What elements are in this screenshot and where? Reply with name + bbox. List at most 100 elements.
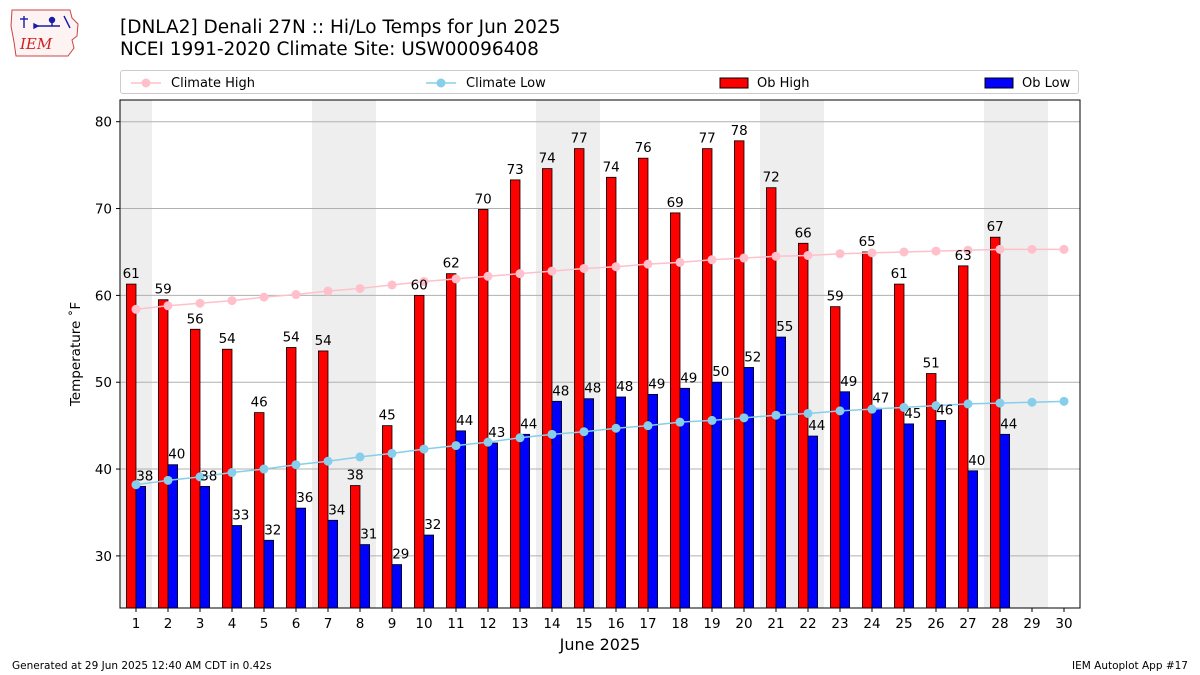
ob-low-bar xyxy=(423,534,435,609)
y-tick-label: 70 xyxy=(95,202,112,218)
ob-low-bar xyxy=(519,433,531,609)
climate-low-line xyxy=(135,400,1065,486)
climate-low-point xyxy=(483,437,493,447)
ob-high-label: 62 xyxy=(443,256,460,272)
climate-low-point xyxy=(995,398,1005,408)
ob-low-bar xyxy=(839,391,851,609)
x-tick-label: 18 xyxy=(671,616,688,632)
climate-high-point xyxy=(611,262,621,272)
climate-low-point xyxy=(707,415,717,425)
x-tick-label: 20 xyxy=(735,616,752,632)
climate-high-line xyxy=(135,248,1064,311)
ob-high-bar xyxy=(285,347,297,609)
climate-low-point xyxy=(835,406,845,416)
ob-high-label: 77 xyxy=(699,131,716,147)
ob-low-label: 44 xyxy=(456,413,473,429)
ob-high-label: 72 xyxy=(763,170,780,186)
x-tick-label: 4 xyxy=(228,616,237,632)
x-tick-label: 3 xyxy=(196,616,205,632)
ob-low-label: 49 xyxy=(680,370,697,386)
climate-low-point xyxy=(1027,397,1037,407)
plot-frame xyxy=(119,99,1081,609)
ob-high-label: 51 xyxy=(923,356,940,372)
ob-high-label: 61 xyxy=(123,266,140,282)
y-tick-label: 30 xyxy=(95,549,112,565)
ob-high-label: 61 xyxy=(891,266,908,282)
climate-low-point xyxy=(1059,396,1069,406)
ob-high-label: 38 xyxy=(347,468,364,484)
climate-high-point xyxy=(323,286,333,296)
climate-high-point xyxy=(803,250,813,260)
iem-logo: IEM xyxy=(8,6,82,60)
climate-low-point xyxy=(739,413,749,423)
climate-low-point xyxy=(163,475,173,485)
climate-high-point xyxy=(899,247,909,257)
climate-high-point xyxy=(547,266,557,276)
climate-low-point xyxy=(547,429,557,439)
x-tick-label: 21 xyxy=(767,616,784,632)
chart-title: [DNLA2] Denali 27N :: Hi/Lo Temps for Ju… xyxy=(120,17,561,38)
ob-high-bar xyxy=(189,328,201,609)
ob-low-label: 48 xyxy=(616,379,633,395)
ob-low-label: 45 xyxy=(904,406,921,422)
climate-high-point xyxy=(995,244,1005,254)
ob-low-bar xyxy=(743,367,755,609)
ob-high-label: 56 xyxy=(187,311,204,327)
climate-low-point xyxy=(131,480,141,490)
ob-high-label: 54 xyxy=(315,333,332,349)
x-tick-label: 19 xyxy=(703,616,720,632)
x-tick-label: 27 xyxy=(959,616,976,632)
climate-low-point xyxy=(515,433,525,443)
ob-high-label: 66 xyxy=(795,225,812,241)
ob-low-bar xyxy=(807,435,819,609)
climate-high-point xyxy=(739,253,749,263)
climate-low-point xyxy=(963,399,973,409)
ob-high-label: 59 xyxy=(827,289,844,305)
x-tick-label: 26 xyxy=(927,616,944,632)
climate-low-point xyxy=(291,460,301,470)
ob-high-label: 74 xyxy=(603,159,620,175)
ob-high-label: 63 xyxy=(955,248,972,264)
legend-item-climate-low: Climate Low xyxy=(424,74,546,92)
ob-low-bar xyxy=(167,464,179,609)
ob-low-label: 29 xyxy=(392,547,409,563)
y-tick-label: 40 xyxy=(95,462,112,478)
ob-low-bar xyxy=(263,539,275,609)
ob-low-bar xyxy=(231,525,243,609)
x-tick-label: 25 xyxy=(895,616,912,632)
climate-high-point xyxy=(291,290,301,300)
climate-high-point xyxy=(643,259,653,269)
x-tick-label: 13 xyxy=(511,616,528,632)
climate-high-point xyxy=(515,269,525,279)
ob-low-label: 55 xyxy=(776,319,793,335)
ob-high-label: 54 xyxy=(219,331,236,347)
ob-high-bar xyxy=(702,148,713,609)
x-tick-label: 6 xyxy=(292,616,301,632)
climate-high-point xyxy=(163,301,173,311)
ob-low-label: 31 xyxy=(360,527,377,543)
ob-high-bar xyxy=(862,251,873,609)
climate-low-point xyxy=(323,456,333,466)
climate-high-point xyxy=(483,271,493,281)
legend-label-ob-high: Ob High xyxy=(757,75,810,91)
legend-label-climate-low: Climate Low xyxy=(466,75,546,91)
climate-high-point xyxy=(963,245,973,255)
legend: Climate High Climate Low Ob High Ob Low xyxy=(120,70,1079,94)
climate-high-point xyxy=(835,249,845,259)
x-tick-label: 23 xyxy=(831,616,848,632)
ob-high-bar xyxy=(542,168,553,609)
x-tick-label: 1 xyxy=(132,616,141,632)
ob-high-bar xyxy=(798,242,809,609)
ob-high-label: 69 xyxy=(667,195,684,211)
ob-low-label: 48 xyxy=(584,381,601,397)
climate-high-point xyxy=(867,248,877,258)
ob-high-label: 65 xyxy=(859,234,876,250)
climate-low-point xyxy=(259,464,269,474)
y-tick-label: 50 xyxy=(95,375,112,391)
ob-low-swatch-icon xyxy=(984,77,1014,89)
ob-high-swatch-icon xyxy=(719,77,749,89)
ob-high-bar xyxy=(509,179,521,609)
x-tick-label: 28 xyxy=(991,616,1008,632)
legend-item-ob-high: Ob High xyxy=(719,74,810,92)
ob-high-label: 76 xyxy=(635,140,652,156)
